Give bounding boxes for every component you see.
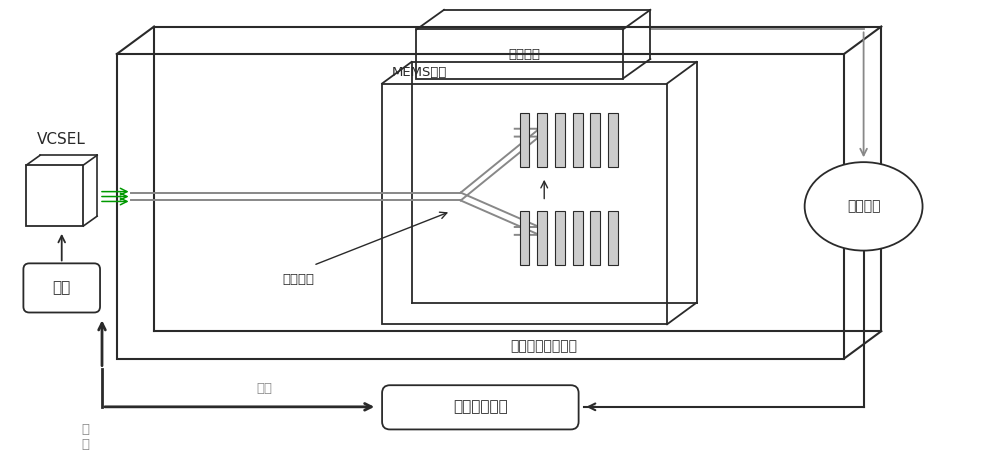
Text: 探测单元: 探测单元	[509, 48, 541, 61]
Bar	[520, 211, 529, 265]
Text: 反馈: 反馈	[256, 382, 272, 395]
Bar	[382, 83, 667, 324]
Text: 温控: 温控	[53, 280, 71, 295]
Bar	[590, 113, 600, 167]
Text: 集成电路芯片: 集成电路芯片	[453, 400, 508, 414]
FancyBboxPatch shape	[23, 263, 100, 313]
Bar	[520, 113, 529, 167]
Ellipse shape	[805, 162, 923, 251]
FancyBboxPatch shape	[382, 385, 579, 429]
Bar	[537, 113, 547, 167]
Text: 纳米垂直耦合光栅: 纳米垂直耦合光栅	[511, 339, 578, 353]
Bar	[555, 211, 565, 265]
Bar	[26, 165, 83, 226]
Bar	[416, 29, 623, 79]
Bar	[555, 113, 565, 167]
Bar	[573, 113, 583, 167]
Bar	[537, 211, 547, 265]
Text: MEMS气室: MEMS气室	[392, 66, 447, 79]
Bar	[117, 54, 844, 359]
Bar	[573, 211, 583, 265]
Bar	[608, 113, 618, 167]
Bar	[608, 211, 618, 265]
Text: VCSEL: VCSEL	[37, 132, 86, 147]
Bar	[590, 211, 600, 265]
Text: 相位调制: 相位调制	[283, 273, 315, 286]
Text: 减法单元: 减法单元	[847, 199, 880, 213]
Text: 驱
动: 驱 动	[81, 423, 89, 451]
